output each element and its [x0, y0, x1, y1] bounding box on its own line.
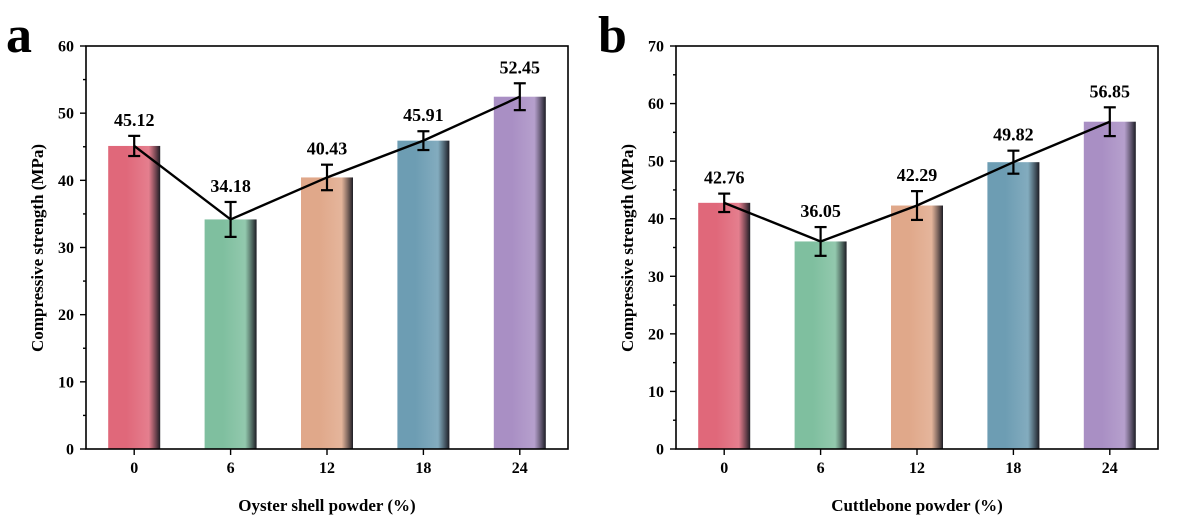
y-tick-label: 30 [648, 269, 664, 286]
x-tick-label-6: 6 [227, 460, 235, 477]
chart-panel-a: a 45.12 34.18 40.43 45.91 52.45 0 10 20 30 40 50 6… [6, 7, 569, 515]
trend-line-group [133, 95, 521, 221]
bar-18 [987, 162, 1040, 449]
bar-24 [1083, 121, 1136, 450]
x-tick-label-6: 6 [817, 460, 825, 477]
y-tick-label: 40 [58, 173, 74, 190]
bars-group [698, 121, 1136, 450]
data-label-12: 42.29 [897, 165, 938, 185]
x-tick-label-18: 18 [415, 460, 431, 477]
axes-group: 0 10 20 30 40 50 60 0 6 12 18 24 [58, 39, 569, 477]
y-tick-label: 10 [648, 384, 664, 401]
trend-line-group [723, 120, 1111, 243]
x-tick-label-18: 18 [1005, 460, 1021, 477]
data-label-18: 49.82 [993, 125, 1034, 145]
panel-label-b: b [598, 7, 627, 64]
data-label-0: 45.12 [114, 110, 155, 130]
y-tick-label: 10 [58, 374, 74, 391]
bar-0 [698, 202, 751, 449]
data-label-24: 56.85 [1090, 81, 1131, 101]
bar-0 [108, 145, 161, 449]
x-tick-label-24: 24 [1102, 460, 1118, 477]
y-tick-label: 70 [648, 39, 664, 56]
y-tick-label: 30 [58, 240, 74, 257]
x-tick-label-0: 0 [720, 460, 728, 477]
panel-label-a: a [6, 7, 32, 64]
x-axis-title: Cuttlebone powder (%) [831, 496, 1003, 515]
bar-18 [397, 140, 450, 450]
y-tick-label: 60 [648, 96, 664, 113]
data-label-18: 45.91 [403, 105, 444, 125]
data-labels-group: 42.76 36.05 42.29 49.82 56.85 [704, 81, 1130, 221]
bar-24 [493, 96, 546, 450]
x-tick-label-24: 24 [512, 460, 528, 477]
y-axis-title: Compressive strength (MPa) [28, 144, 47, 352]
y-tick-label: 20 [648, 326, 664, 343]
y-tick-label: 50 [648, 154, 664, 171]
trend-line [723, 120, 1111, 243]
y-tick-label: 0 [66, 442, 74, 459]
x-tick-label-0: 0 [130, 460, 138, 477]
y-tick-label: 40 [648, 211, 664, 228]
bar-6 [794, 241, 847, 449]
data-label-12: 40.43 [307, 139, 348, 159]
y-axis-title: Compressive strength (MPa) [618, 144, 637, 352]
bar-6 [204, 219, 257, 449]
y-tick-label: 0 [656, 442, 664, 459]
bar-12 [891, 205, 943, 449]
y-tick-label: 20 [58, 307, 74, 324]
x-tick-label-12: 12 [319, 460, 335, 477]
data-label-24: 52.45 [500, 57, 541, 77]
bars-group [108, 96, 546, 450]
bar-12 [301, 177, 353, 449]
data-labels-group: 45.12 34.18 40.43 45.91 52.45 [114, 57, 540, 196]
data-label-6: 36.05 [800, 201, 841, 221]
x-tick-label-12: 12 [909, 460, 925, 477]
chart-panel-b: b 42.76 36.05 42.29 49.82 56.85 0 10 20 30 40 50 6… [598, 7, 1159, 515]
data-label-6: 34.18 [210, 176, 251, 196]
trend-line [133, 95, 521, 221]
axes-group: 0 10 20 30 40 50 60 70 0 6 12 18 24 [648, 39, 1159, 477]
y-tick-label: 50 [58, 106, 74, 123]
y-tick-label: 60 [58, 39, 74, 56]
data-label-0: 42.76 [704, 168, 745, 188]
x-axis-title: Oyster shell powder (%) [238, 496, 415, 515]
